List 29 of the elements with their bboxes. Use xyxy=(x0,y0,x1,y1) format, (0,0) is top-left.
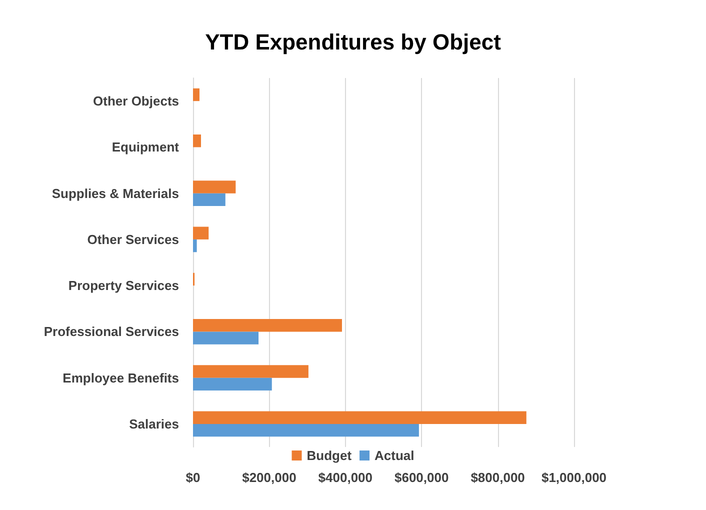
bar xyxy=(193,411,526,424)
bar xyxy=(193,378,272,390)
bar xyxy=(193,226,209,240)
bar xyxy=(193,239,197,252)
x-tick-label: $400,000 xyxy=(318,470,373,485)
bar xyxy=(193,180,236,194)
y-tick-label: Equipment xyxy=(112,140,180,155)
x-tick-label: $800,000 xyxy=(470,470,525,485)
y-tick-label: Salaries xyxy=(129,416,179,432)
chart-title: YTD Expenditures by Object xyxy=(205,30,502,54)
y-tick-label: Employee Benefits xyxy=(62,370,179,386)
bar xyxy=(193,365,308,378)
x-tick-label: $0 xyxy=(186,470,200,485)
y-tick-label: Other Objects xyxy=(93,94,179,109)
bar xyxy=(193,424,419,437)
y-tick-label: Professional Services xyxy=(44,324,179,340)
legend-label: Budget xyxy=(306,448,352,463)
x-tick-label: $600,000 xyxy=(394,470,449,485)
bar xyxy=(193,332,259,344)
bar xyxy=(193,88,200,102)
bar xyxy=(193,193,226,206)
legend-label: Actual xyxy=(374,448,414,463)
bar xyxy=(193,319,342,332)
y-tick-label: Supplies & Materials xyxy=(52,186,179,201)
x-tick-label: $200,000 xyxy=(242,470,296,485)
bar xyxy=(193,134,201,148)
y-tick-label: Other Services xyxy=(87,232,179,247)
x-tick-label: $1,000,000 xyxy=(541,470,607,485)
y-tick-label: Property Services xyxy=(68,278,179,294)
